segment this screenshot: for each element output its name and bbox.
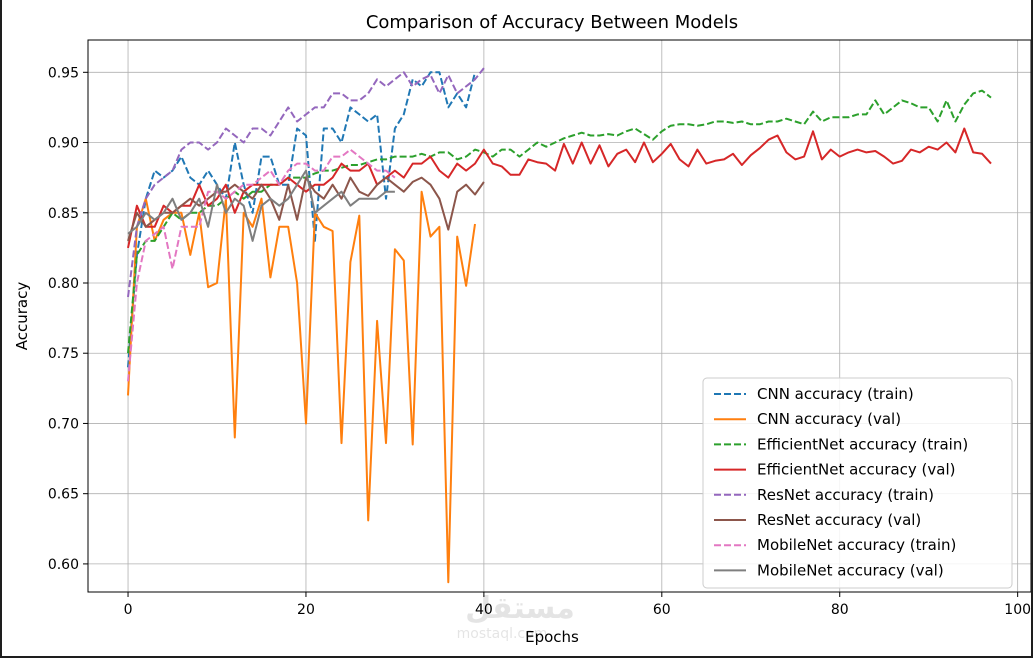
x-axis-ticks: 0 20 40 60 80 100 <box>124 592 1031 618</box>
x-tick-label: 20 <box>297 602 315 618</box>
legend-entry-label: MobileNet accuracy (train) <box>757 536 956 554</box>
legend-entry-label: ResNet accuracy (train) <box>757 486 934 504</box>
watermark: مستقل mostaql.com <box>457 591 575 642</box>
series-group <box>127 67 992 584</box>
y-tick-label: 0.70 <box>48 416 79 432</box>
legend-entry-label: EfficientNet accuracy (val) <box>757 461 956 479</box>
legend: CNN accuracy (train) CNN accuracy (val) Ef… <box>702 377 1013 589</box>
plot-area-frame <box>87 39 1031 593</box>
chart-title: Comparison of Accuracy Between Models <box>366 12 738 33</box>
series-line-6 <box>127 176 485 242</box>
x-axis-label: Epochs <box>525 628 579 646</box>
y-axis-ticks: 0.60 0.65 0.70 0.75 0.80 0.85 0.90 0.95 <box>48 65 88 573</box>
y-tick-label: 0.90 <box>48 136 79 152</box>
legend-entry-label: ResNet accuracy (val) <box>757 511 921 529</box>
series-line-4 <box>127 127 992 249</box>
legend-entry-label: CNN accuracy (train) <box>757 385 914 403</box>
x-tick-label: 60 <box>653 602 671 618</box>
legend-entry-label: EfficientNet accuracy (train) <box>757 435 968 453</box>
legend-box <box>702 377 1013 589</box>
series-line-1 <box>127 71 476 368</box>
y-tick-label: 0.95 <box>48 65 79 81</box>
x-tick-label: 100 <box>1004 602 1031 618</box>
legend-entry-label: MobileNet accuracy (val) <box>757 561 944 579</box>
y-tick-label: 0.60 <box>48 557 79 573</box>
y-tick-label: 0.75 <box>48 346 79 362</box>
y-axis-label: Accuracy <box>13 282 31 351</box>
series-line-2 <box>127 190 476 584</box>
y-tick-label: 0.85 <box>48 206 79 222</box>
series-line-5 <box>127 67 485 298</box>
x-tick-label: 40 <box>475 602 493 618</box>
y-tick-label: 0.80 <box>48 276 79 292</box>
y-tick-label: 0.65 <box>48 487 79 503</box>
series-line-8 <box>127 169 395 242</box>
watermark-url-text: mostaql.com <box>457 626 548 642</box>
x-tick-label: 0 <box>124 602 133 618</box>
x-tick-label: 80 <box>831 602 849 618</box>
watermark-logo-text: مستقل <box>465 591 575 626</box>
legend-entry-label: CNN accuracy (val) <box>757 410 901 428</box>
